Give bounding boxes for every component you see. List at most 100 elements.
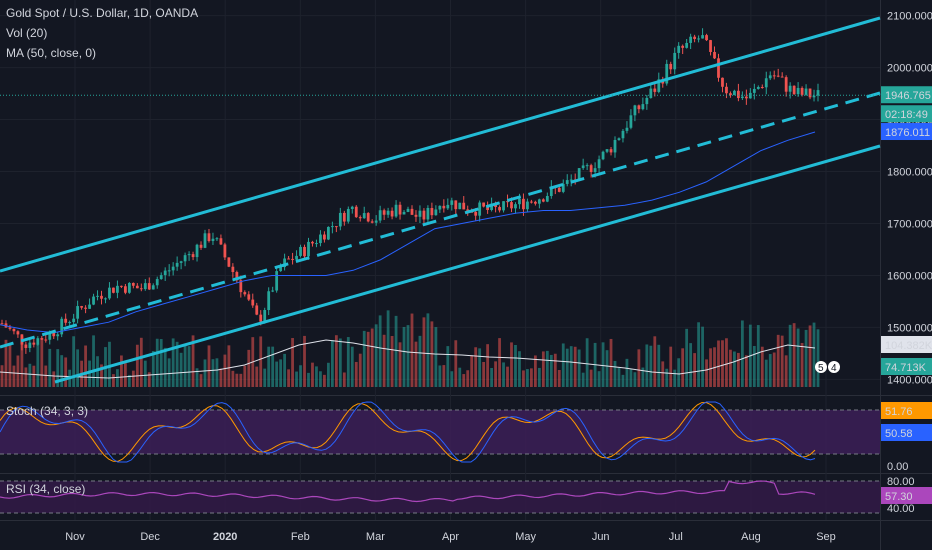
- candle-body: [295, 255, 298, 260]
- volume-bar: [701, 326, 704, 387]
- rsi-line: [0, 480, 816, 503]
- volume-bar: [804, 329, 808, 387]
- volume-bar: [36, 344, 40, 387]
- candle-body: [474, 211, 478, 216]
- volume-bar: [247, 349, 251, 387]
- volume-bar: [768, 354, 772, 387]
- volume-bar: [697, 322, 700, 387]
- volume-bar: [541, 351, 545, 387]
- volume-bar: [621, 374, 625, 387]
- volume-bar: [378, 315, 382, 387]
- volume-bar: [764, 359, 768, 387]
- candle-body: [617, 138, 621, 141]
- volume-bar: [673, 369, 677, 387]
- volume-bar: [370, 328, 374, 387]
- current-price-badge-bg: [881, 86, 932, 104]
- candle-body: [287, 258, 290, 260]
- volume-bar: [522, 370, 525, 387]
- volume-bar: [466, 370, 470, 387]
- volume-bar: [390, 336, 394, 387]
- channel-lower-line: [54, 144, 881, 384]
- candle-body: [96, 295, 99, 297]
- candle-body: [354, 206, 358, 218]
- volume-bar: [259, 336, 263, 387]
- candle-body: [804, 88, 808, 95]
- candle-body: [350, 206, 354, 210]
- volume-bar: [195, 368, 199, 387]
- time-axis[interactable]: Nov Dec 2020 Feb Mar Apr May Jun Jul Aug Sep: [65, 531, 836, 543]
- candle-body: [247, 294, 251, 300]
- candle-body: [88, 304, 91, 309]
- candle-body: [283, 258, 287, 268]
- stoch-band: [0, 410, 880, 454]
- volume-bar: [4, 339, 8, 387]
- candle-body: [784, 77, 788, 92]
- candle-body: [621, 130, 625, 139]
- volume-bar: [92, 335, 95, 387]
- volume-bar: [179, 352, 183, 387]
- volume-bar: [490, 367, 493, 387]
- volume-bar: [569, 346, 573, 387]
- time-tick-label: Jul: [669, 531, 683, 543]
- candle-body: [669, 63, 673, 70]
- candle-body: [4, 323, 8, 328]
- candle-body: [303, 246, 306, 257]
- candle-body: [768, 75, 772, 79]
- time-tick-label: May: [515, 531, 536, 543]
- vol-ma-badge-bg: [881, 336, 932, 353]
- candle-body: [549, 186, 553, 197]
- legend-title: Gold Spot / U.S. Dollar, 1D, OANDA: [6, 6, 199, 20]
- volume-bar: [760, 346, 764, 387]
- pane-separator: [0, 473, 932, 474]
- candle-body: [112, 287, 115, 293]
- channel-mid-line: [0, 91, 881, 349]
- candle-body: [251, 299, 255, 306]
- time-tick-label: Aug: [741, 531, 761, 543]
- candle-body: [72, 318, 76, 323]
- volume-bar: [645, 344, 649, 387]
- volume-bar: [816, 329, 820, 387]
- candle-body: [605, 149, 609, 152]
- candle-body: [394, 204, 398, 217]
- volume-bar: [151, 350, 155, 387]
- candle-body: [263, 310, 267, 322]
- volume-bar: [116, 369, 119, 387]
- ma50-line: [0, 131, 816, 334]
- volume-bar: [28, 363, 32, 387]
- legend-vol: Vol (20): [6, 26, 48, 40]
- volume-bar: [84, 345, 87, 387]
- volume-bar: [609, 338, 613, 387]
- volume-bar: [243, 365, 247, 387]
- candle-body: [315, 243, 318, 245]
- volume-bar: [422, 317, 426, 387]
- volume-bar: [60, 355, 64, 387]
- candle-body: [143, 283, 147, 290]
- candle-body: [486, 206, 490, 210]
- volume-bar: [426, 313, 430, 387]
- candle-body: [223, 244, 227, 258]
- candle-body: [346, 209, 350, 222]
- price-axis[interactable]: 2100.0002000.0001900.0001800.0001700.000…: [881, 11, 932, 515]
- candle-body: [422, 210, 426, 220]
- volume-bar: [374, 324, 378, 387]
- candle-body: [657, 79, 661, 92]
- volume-bar: [494, 361, 497, 387]
- candle-body: [338, 212, 342, 227]
- candle-body: [323, 234, 326, 240]
- volume-bar: [410, 313, 414, 387]
- volume-bar: [780, 335, 784, 387]
- candle-body: [12, 328, 16, 332]
- candle-body: [100, 295, 103, 299]
- volume-bar: [530, 368, 533, 387]
- volume-bar: [108, 341, 111, 387]
- volume-bar: [418, 335, 422, 387]
- candle-body: [215, 238, 219, 240]
- candle-body: [681, 45, 685, 48]
- candle-body: [275, 271, 279, 291]
- price-tick-label: 1700.000: [887, 218, 932, 230]
- candle-body: [139, 288, 143, 290]
- volume-bar: [514, 344, 517, 387]
- candle-body: [518, 198, 521, 205]
- volume-bar: [478, 348, 482, 387]
